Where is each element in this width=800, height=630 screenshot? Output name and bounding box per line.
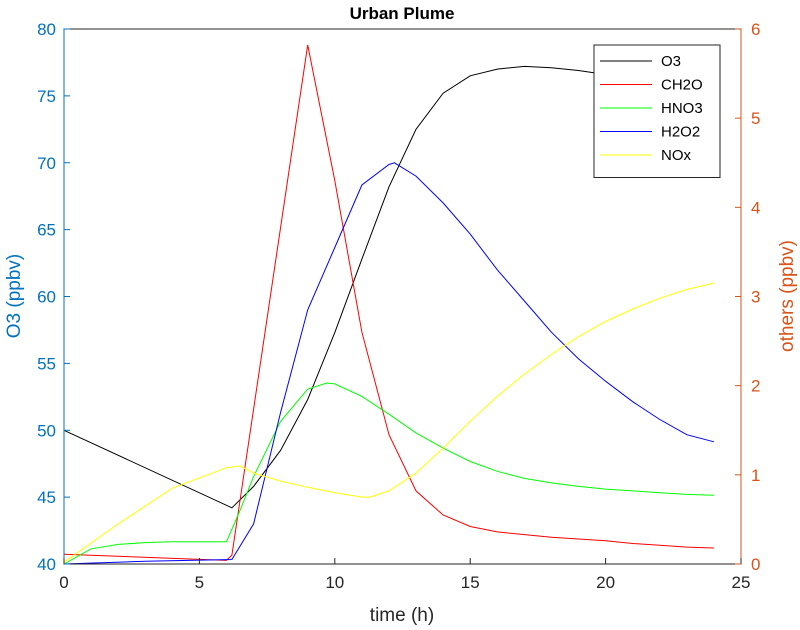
left-y-tick-label: 60 <box>37 288 56 307</box>
left-y-tick-label: 65 <box>37 221 56 240</box>
x-tick-label: 10 <box>325 573 344 592</box>
left-y-tick-label: 40 <box>37 555 56 574</box>
x-tick-label: 25 <box>732 573 751 592</box>
series-line-ch2o <box>63 44 714 561</box>
right-y-tick-label: 2 <box>751 377 760 396</box>
series-line-nox <box>63 282 715 563</box>
legend-label-hno3: HNO3 <box>661 100 703 117</box>
legend-label-nox: NOx <box>661 147 692 164</box>
left-y-tick-label: 70 <box>37 154 56 173</box>
right-y-tick-label: 3 <box>751 288 760 307</box>
legend-label-ch2o: CH2O <box>661 77 703 94</box>
left-y-tick-label: 75 <box>37 87 56 106</box>
right-y-tick-label: 1 <box>751 466 760 485</box>
x-tick-label: 0 <box>59 573 68 592</box>
legend: O3 CH2O HNO3 H2O2 NOx <box>593 44 721 178</box>
left-axis-label: O3 (ppbv) <box>4 254 25 338</box>
legend-label-o3: O3 <box>661 53 681 70</box>
series-line-hno3 <box>63 382 714 565</box>
chart-title: Urban Plume <box>350 4 455 23</box>
series-line-h2o2 <box>63 162 715 565</box>
legend-label-h2o2: H2O2 <box>661 124 700 141</box>
right-y-tick-label: 5 <box>751 109 760 128</box>
x-axis-label: time (h) <box>370 605 434 626</box>
right-y-tick-label: 0 <box>751 555 760 574</box>
right-y-tick-label: 6 <box>751 20 760 39</box>
left-y-tick-label: 55 <box>37 354 56 373</box>
left-y-tick-label: 45 <box>37 488 56 507</box>
x-tick-label: 20 <box>596 573 615 592</box>
x-tick-label: 5 <box>195 573 204 592</box>
right-y-tick-label: 4 <box>751 198 760 217</box>
left-y-tick-label: 80 <box>37 20 56 39</box>
x-tick-label: 15 <box>461 573 480 592</box>
right-axis-label: others (ppbv) <box>777 240 798 352</box>
left-y-tick-label: 50 <box>37 421 56 440</box>
